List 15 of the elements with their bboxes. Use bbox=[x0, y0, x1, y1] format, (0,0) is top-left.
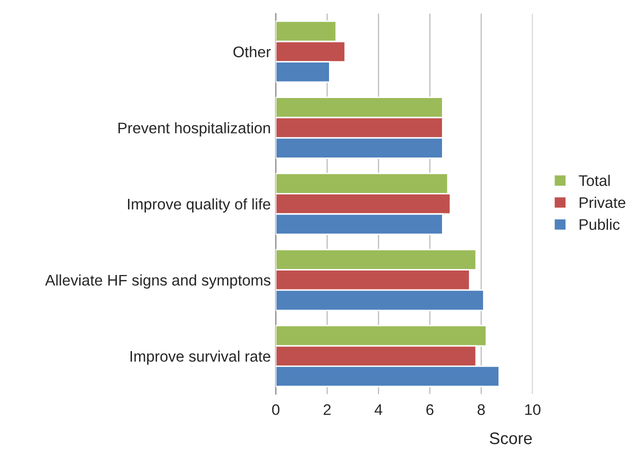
y-tick-label: Prevent hospitalization bbox=[118, 122, 270, 136]
x-tick-label: 8 bbox=[478, 404, 485, 416]
x-tick-label: 0 bbox=[272, 404, 280, 416]
y-tick-label: Alleviate HF signs and symptoms bbox=[45, 274, 270, 289]
y-tick-label: Improve quality of life bbox=[128, 198, 270, 213]
x-tick-label: 2 bbox=[324, 404, 331, 415]
x-axis-title: Score bbox=[490, 432, 532, 444]
x-tick-label: 4 bbox=[374, 404, 382, 415]
legend-label: Public bbox=[580, 218, 620, 230]
legend-label: Total bbox=[578, 174, 610, 186]
y-tick-label: Improve survival rate bbox=[130, 350, 270, 365]
x-tick-label: 10 bbox=[525, 404, 540, 416]
legend-label: Private bbox=[580, 196, 626, 208]
y-tick-label: Other bbox=[233, 46, 271, 58]
x-tick-label: 6 bbox=[426, 404, 434, 416]
